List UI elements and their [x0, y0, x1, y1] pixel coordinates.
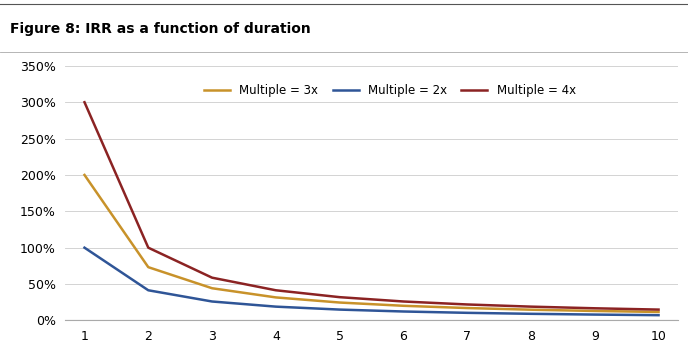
Multiple = 3x	[527, 308, 535, 312]
Multiple = 4x	[399, 299, 407, 304]
Line: Multiple = 3x: Multiple = 3x	[85, 175, 658, 312]
Multiple = 2x	[208, 299, 216, 304]
Multiple = 4x	[527, 304, 535, 309]
Multiple = 3x	[590, 309, 599, 313]
Multiple = 2x	[399, 309, 407, 314]
Multiple = 4x	[80, 100, 89, 104]
Multiple = 2x	[80, 246, 89, 250]
Multiple = 4x	[463, 302, 471, 307]
Line: Multiple = 2x: Multiple = 2x	[85, 248, 658, 315]
Multiple = 3x	[336, 300, 344, 305]
Text: Figure 8: IRR as a function of duration: Figure 8: IRR as a function of duration	[10, 22, 311, 36]
Multiple = 3x	[654, 310, 663, 314]
Multiple = 3x	[208, 286, 216, 290]
Line: Multiple = 4x: Multiple = 4x	[85, 102, 658, 310]
Multiple = 3x	[399, 304, 407, 308]
Multiple = 3x	[272, 295, 280, 299]
Multiple = 3x	[80, 173, 89, 177]
Multiple = 4x	[654, 308, 663, 312]
Multiple = 2x	[590, 313, 599, 317]
Multiple = 3x	[144, 265, 153, 269]
Multiple = 2x	[654, 313, 663, 317]
Multiple = 2x	[272, 304, 280, 309]
Multiple = 4x	[144, 246, 153, 250]
Multiple = 4x	[336, 295, 344, 299]
Multiple = 2x	[336, 308, 344, 312]
Multiple = 4x	[208, 276, 216, 280]
Multiple = 2x	[527, 312, 535, 316]
Multiple = 2x	[463, 311, 471, 315]
Multiple = 4x	[590, 306, 599, 310]
Legend: Multiple = 3x, Multiple = 2x, Multiple = 4x: Multiple = 3x, Multiple = 2x, Multiple =…	[200, 79, 581, 102]
Multiple = 3x	[463, 306, 471, 310]
Multiple = 4x	[272, 288, 280, 292]
Multiple = 2x	[144, 288, 153, 292]
